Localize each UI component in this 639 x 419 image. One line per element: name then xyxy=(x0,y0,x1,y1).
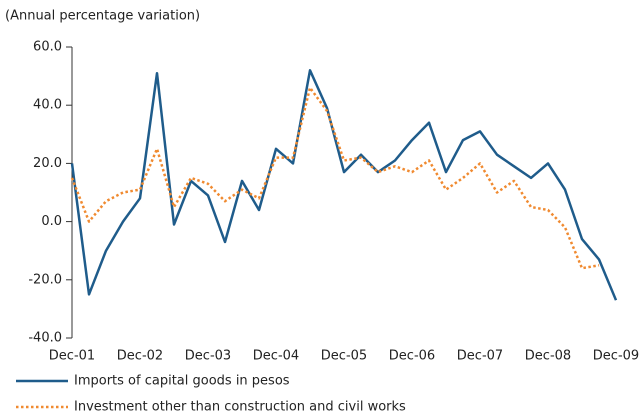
y-tick-label: -40.0 xyxy=(28,331,62,346)
x-tick-label: Dec-09 xyxy=(593,349,639,364)
y-tick-label: 40.0 xyxy=(33,98,62,113)
x-tick-label: Dec-05 xyxy=(321,349,367,364)
x-tick-label: Dec-01 xyxy=(49,349,95,364)
x-tick-label: Dec-03 xyxy=(185,349,231,364)
x-tick-label: Dec-02 xyxy=(117,349,163,364)
x-tick-label: Dec-08 xyxy=(525,349,571,364)
x-tick-label: Dec-04 xyxy=(253,349,299,364)
y-tick-label: 60.0 xyxy=(33,40,62,55)
chart-subtitle: (Annual percentage variation) xyxy=(5,9,200,24)
y-tick-label: 20.0 xyxy=(33,156,62,171)
x-tick-label: Dec-06 xyxy=(389,349,435,364)
y-tick-label: -20.0 xyxy=(28,272,62,287)
legend-label: Imports of capital goods in pesos xyxy=(74,374,290,389)
y-tick-label: 0.0 xyxy=(41,214,62,229)
series-line xyxy=(70,69,618,301)
x-tick-label: Dec-07 xyxy=(457,349,503,364)
legend-label: Investment other than construction and c… xyxy=(74,400,406,415)
